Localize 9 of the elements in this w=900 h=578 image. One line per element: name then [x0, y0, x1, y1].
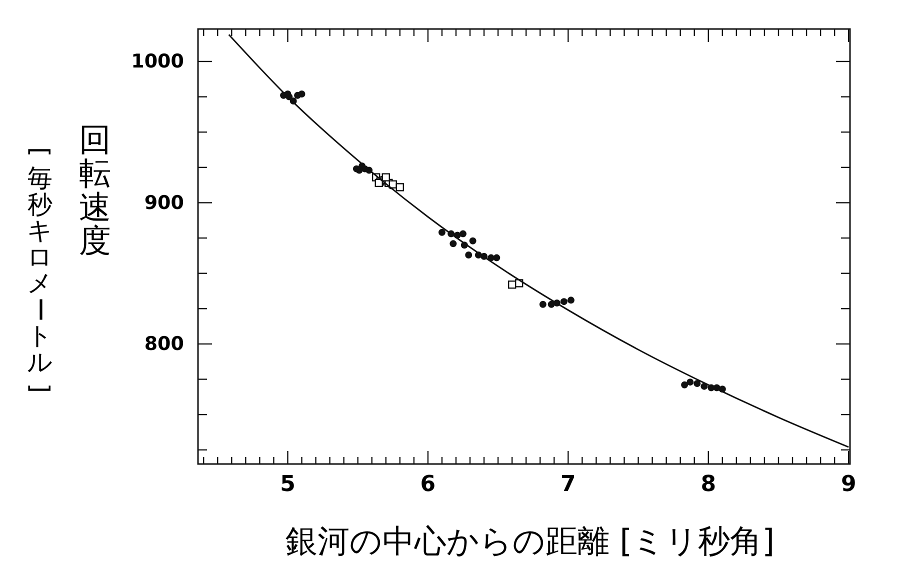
- x-tick-label: 6: [420, 472, 436, 498]
- x-tick-label: 8: [700, 472, 716, 498]
- x-tick-label: 5: [280, 472, 296, 498]
- y-tick-label: 900: [144, 192, 184, 214]
- x-tick-label: 9: [840, 472, 856, 498]
- x-tick-label: 7: [560, 472, 576, 498]
- y-tick-label: 800: [144, 333, 184, 356]
- x-axis-title: 銀河の中心からの距離 [ミリ秒角]: [285, 522, 775, 560]
- y-tick-label: 1000: [131, 50, 184, 73]
